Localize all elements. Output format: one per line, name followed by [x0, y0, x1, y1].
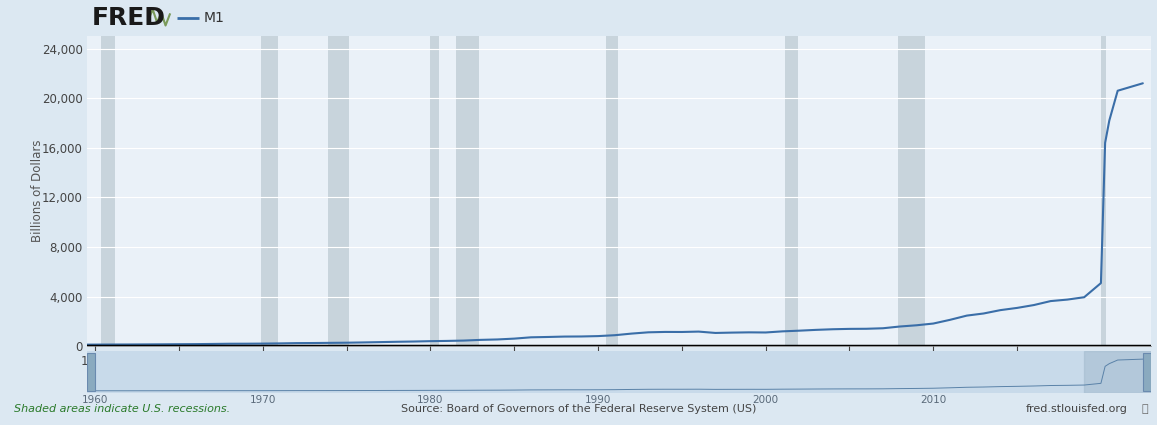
FancyBboxPatch shape: [87, 351, 1151, 393]
Bar: [329, 36, 349, 346]
Bar: [430, 36, 439, 346]
Text: Source: Board of Governors of the Federal Reserve System (US): Source: Board of Governors of the Federa…: [400, 404, 757, 414]
Bar: [261, 36, 278, 346]
Text: ⛶: ⛶: [1141, 404, 1148, 414]
Y-axis label: Billions of Dollars: Billions of Dollars: [31, 140, 44, 243]
Text: M1: M1: [204, 11, 224, 25]
Bar: [606, 36, 618, 346]
Text: FRED: FRED: [93, 6, 165, 29]
Text: fred.stlouisfed.org: fred.stlouisfed.org: [1026, 404, 1128, 414]
FancyBboxPatch shape: [1143, 353, 1151, 391]
FancyBboxPatch shape: [87, 353, 95, 391]
Bar: [899, 36, 924, 346]
Text: Shaded areas indicate U.S. recessions.: Shaded areas indicate U.S. recessions.: [14, 404, 230, 414]
Bar: [101, 36, 115, 346]
Bar: [456, 36, 479, 346]
Bar: [786, 36, 798, 346]
Bar: [1084, 351, 1151, 393]
Bar: [1101, 36, 1106, 346]
